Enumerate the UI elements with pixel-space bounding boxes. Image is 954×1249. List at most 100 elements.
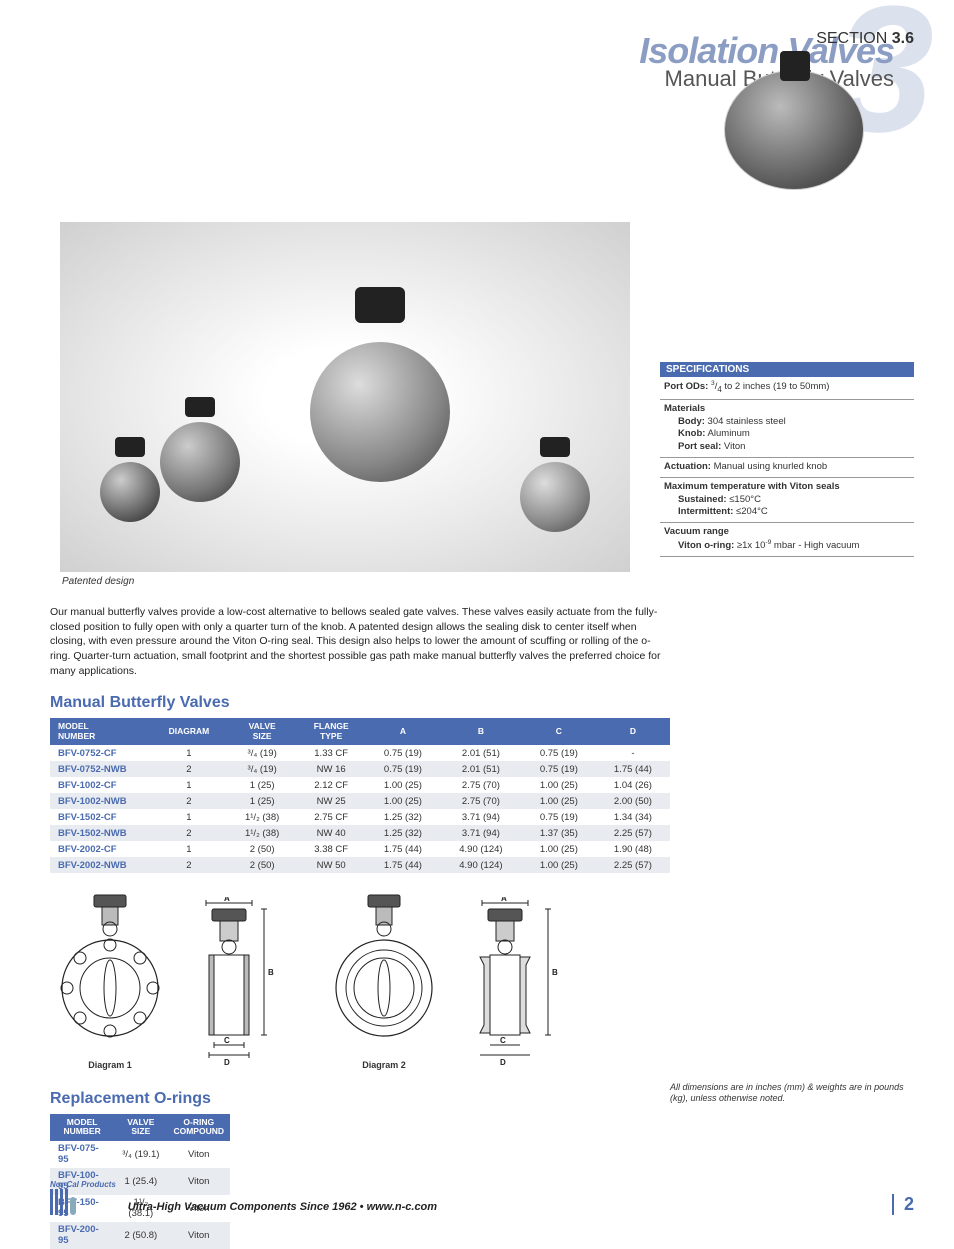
data-cell: 2 <box>150 761 228 777</box>
data-cell: 1.25 (32) <box>366 809 440 825</box>
data-cell: 2.75 (70) <box>440 793 522 809</box>
model-cell: BFV-1002-NWB <box>50 793 150 809</box>
data-cell: 1¹/₂ (38) <box>228 825 297 841</box>
data-cell: 2.25 (57) <box>596 825 670 841</box>
col-header: FLANGETYPE <box>296 718 366 745</box>
model-cell: BFV-2002-NWB <box>50 857 150 873</box>
brand-logo-icon <box>50 1189 116 1215</box>
col-header: B <box>440 718 522 745</box>
svg-text:A: A <box>224 897 230 903</box>
data-cell: 0.75 (19) <box>366 761 440 777</box>
footer-note: All dimensions are in inches (mm) & weig… <box>670 1082 910 1105</box>
data-cell: 4.90 (124) <box>440 841 522 857</box>
model-cell: BFV-2002-CF <box>50 841 150 857</box>
table-row: BFV-075-95³/₄ (19.1)Viton <box>50 1141 230 1168</box>
data-cell: 1.75 (44) <box>366 857 440 873</box>
section-label: SECTION 3.6 <box>816 30 914 48</box>
data-cell: 1.00 (25) <box>522 841 596 857</box>
data-cell: 1 (25) <box>228 793 297 809</box>
page-number: 2 <box>892 1194 914 1215</box>
data-cell: 1 <box>150 809 228 825</box>
data-cell: Viton <box>167 1141 230 1168</box>
data-cell: 2.01 (51) <box>440 745 522 761</box>
main-table: MODELNUMBERDIAGRAMVALVESIZEFLANGETYPEABC… <box>50 718 670 873</box>
model-cell: BFV-1502-CF <box>50 809 150 825</box>
data-cell: 2 <box>150 793 228 809</box>
data-cell: 1.90 (48) <box>596 841 670 857</box>
col-header: C <box>522 718 596 745</box>
svg-text:D: D <box>224 1058 230 1067</box>
brand-name: Nor-Cal Products <box>50 1180 116 1189</box>
col-header: MODELNUMBER <box>50 1114 114 1141</box>
diagram-row: Diagram 1 A B C <box>50 893 914 1070</box>
spec-row: Maximum temperature with Viton sealsSust… <box>660 478 914 523</box>
table-row: BFV-1502-NWB21¹/₂ (38)NW 401.25 (32)3.71… <box>50 825 670 841</box>
data-cell: 4.90 (124) <box>440 857 522 873</box>
col-header: A <box>366 718 440 745</box>
data-cell: 3.71 (94) <box>440 809 522 825</box>
diagram1-side: A B C D <box>194 897 284 1067</box>
spec-row: MaterialsBody: 304 stainless steelKnob: … <box>660 400 914 458</box>
spec-row: Actuation: Manual using knurled knob <box>660 458 914 478</box>
data-cell: 2.01 (51) <box>440 761 522 777</box>
data-cell: 1.00 (25) <box>522 793 596 809</box>
body-text: Our manual butterfly valves provide a lo… <box>50 605 670 678</box>
data-cell: 1 <box>150 745 228 761</box>
data-cell: 2.75 (70) <box>440 777 522 793</box>
data-cell: 1.75 (44) <box>366 841 440 857</box>
col-header: VALVESIZE <box>228 718 297 745</box>
product-thumbnail <box>724 70 864 190</box>
product-photo <box>60 222 630 572</box>
svg-text:D: D <box>500 1058 506 1067</box>
data-cell: ³/₄ (19.1) <box>114 1141 167 1168</box>
footer: Nor-Cal Products Ultra-High Vacuum Compo… <box>50 1180 914 1215</box>
data-cell: 1¹/₂ (38) <box>228 809 297 825</box>
footer-tagline: Ultra-High Vacuum Components Since 1962 … <box>128 1201 437 1215</box>
svg-text:B: B <box>268 968 274 977</box>
table-row: BFV-1002-CF11 (25)2.12 CF1.00 (25)2.75 (… <box>50 777 670 793</box>
data-cell: NW 25 <box>296 793 366 809</box>
data-cell: 1.33 CF <box>296 745 366 761</box>
data-cell: NW 16 <box>296 761 366 777</box>
section-label-pre: SECTION <box>816 30 892 47</box>
model-cell: BFV-0752-CF <box>50 745 150 761</box>
data-cell: 1 <box>150 841 228 857</box>
table-row: BFV-1502-CF11¹/₂ (38)2.75 CF1.25 (32)3.7… <box>50 809 670 825</box>
diagram1-front <box>50 893 170 1053</box>
data-cell: 1.34 (34) <box>596 809 670 825</box>
table-row: BFV-0752-NWB2³/₄ (19)NW 160.75 (19)2.01 … <box>50 761 670 777</box>
col-header: VALVESIZE <box>114 1114 167 1141</box>
data-cell: 0.75 (19) <box>522 809 596 825</box>
data-cell: 0.75 (19) <box>522 761 596 777</box>
data-cell: Viton <box>167 1222 230 1249</box>
model-cell: BFV-075-95 <box>50 1141 114 1168</box>
data-cell: ³/₄ (19) <box>228 761 297 777</box>
spec-heading: SPECIFICATIONS <box>660 362 914 377</box>
diagram2-front <box>324 893 444 1053</box>
model-cell: BFV-1002-CF <box>50 777 150 793</box>
model-cell: BFV-200-95 <box>50 1222 114 1249</box>
data-cell: - <box>596 745 670 761</box>
diagram2-caption: Diagram 2 <box>324 1060 444 1070</box>
data-cell: 2 (50.8) <box>114 1222 167 1249</box>
diagram1-caption: Diagram 1 <box>50 1060 170 1070</box>
table-row: BFV-2002-NWB22 (50)NW 501.75 (44)4.90 (1… <box>50 857 670 873</box>
table-row: BFV-1002-NWB21 (25)NW 25 1.00 (25)2.75 (7… <box>50 793 670 809</box>
svg-text:B: B <box>552 968 558 977</box>
section-label-num: 3.6 <box>892 30 914 47</box>
col-header: D <box>596 718 670 745</box>
table-row: BFV-0752-CF1³/₄ (19)1.33 CF0.75 (19)2.01… <box>50 745 670 761</box>
data-cell: 2.12 CF <box>296 777 366 793</box>
data-cell: 1.00 (25) <box>522 777 596 793</box>
data-cell: 0.75 (19) <box>366 745 440 761</box>
table1-title: Manual Butterfly Valves <box>50 694 914 712</box>
col-header: O-RINGCOMPOUND <box>167 1114 230 1141</box>
data-cell: 3.38 CF <box>296 841 366 857</box>
spec-row: Port ODs: 3/4 to 2 inches (19 to 50mm) <box>660 377 914 400</box>
svg-text:C: C <box>224 1036 230 1045</box>
data-cell: 2.25 (57) <box>596 857 670 873</box>
spec-box: SPECIFICATIONS Port ODs: 3/4 to 2 inches… <box>660 362 914 587</box>
data-cell: 1.04 (26) <box>596 777 670 793</box>
data-cell: 1.00 (25) <box>522 857 596 873</box>
data-cell: 2.75 CF <box>296 809 366 825</box>
